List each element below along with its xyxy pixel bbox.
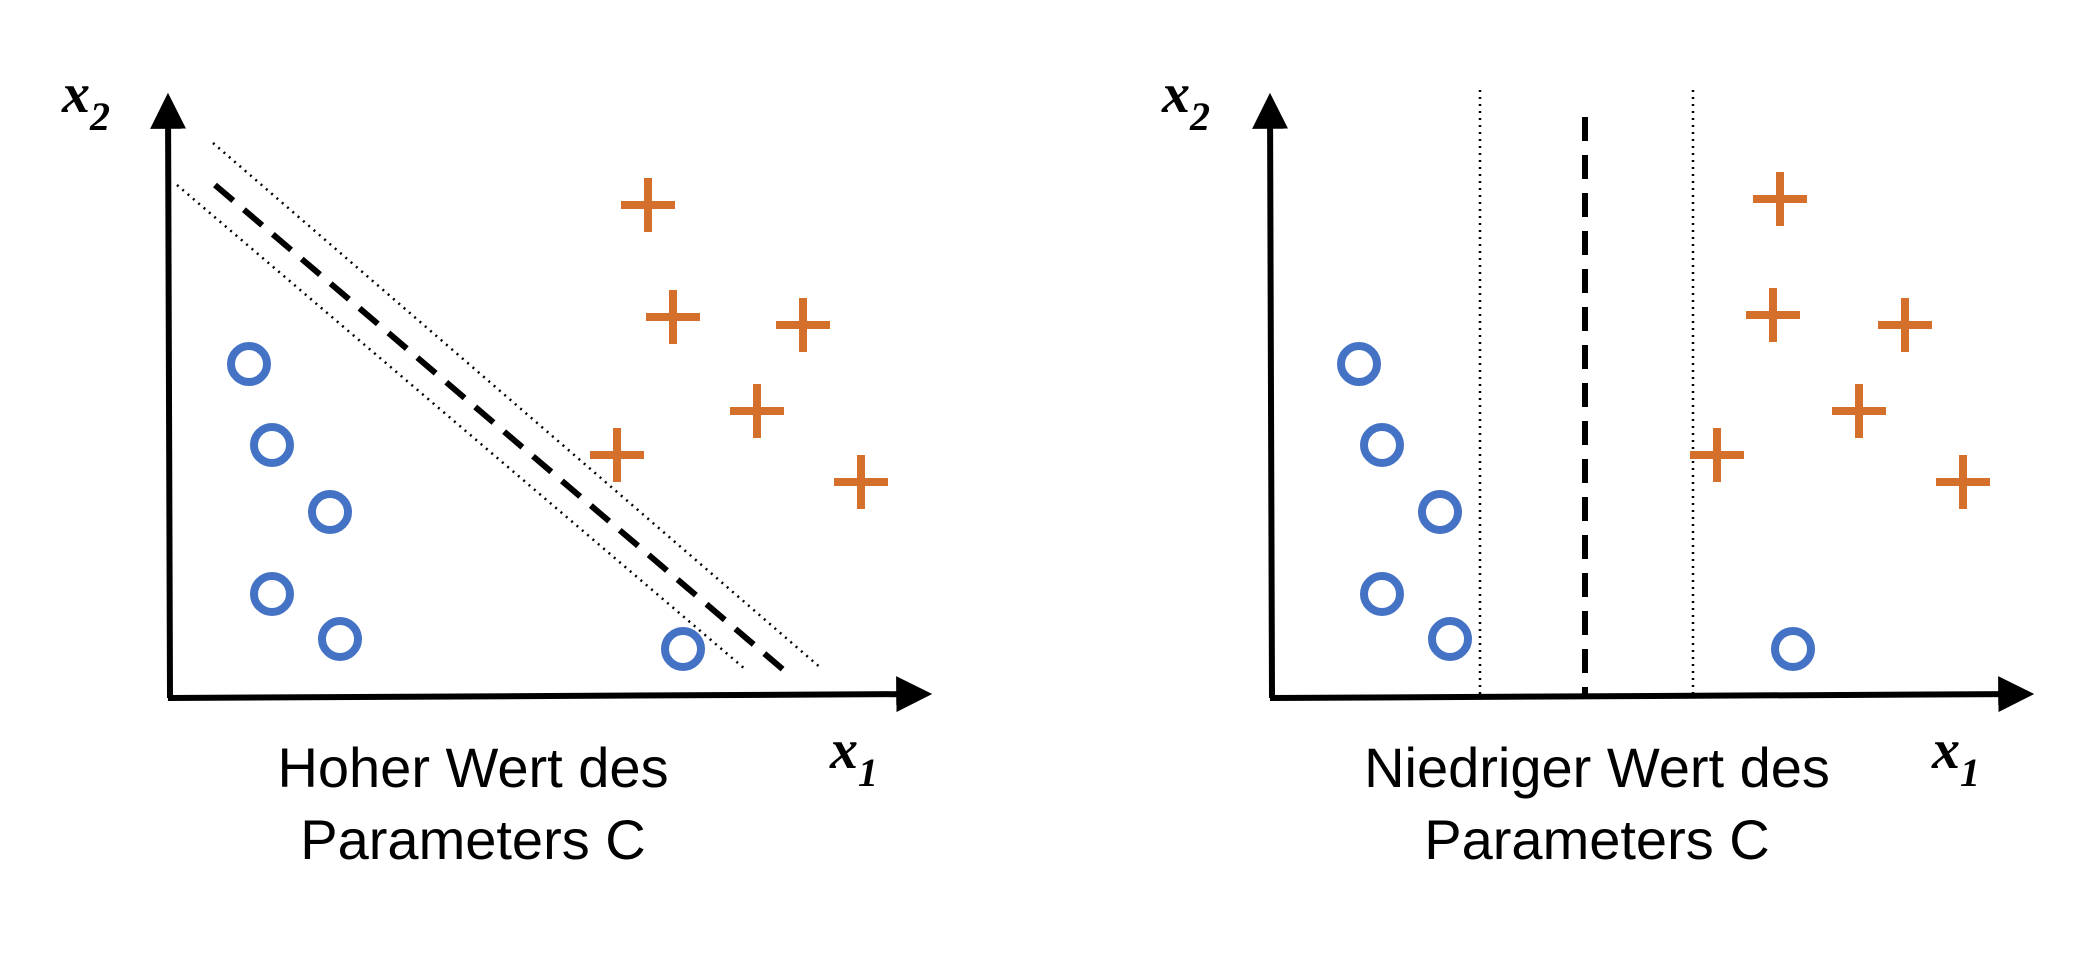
circle-point <box>308 490 352 534</box>
plus-point <box>834 455 888 509</box>
left-x-axis-label: x1 <box>829 719 878 795</box>
left-decision-boundary <box>213 182 795 681</box>
left-upper-margin-line <box>212 142 823 670</box>
circle-point <box>227 342 271 386</box>
right-y-axis-label: x2 <box>1161 63 1210 139</box>
plus-point <box>1878 298 1932 352</box>
plus-point <box>1746 288 1800 342</box>
left-x-axis <box>167 676 933 713</box>
left-circle-points <box>227 342 705 671</box>
plus-point <box>1690 428 1744 482</box>
circle-point <box>1428 617 1472 661</box>
right-x-axis <box>1269 676 2035 713</box>
left-y-axis <box>150 92 187 699</box>
right-x-axis-label: x1 <box>1931 719 1980 795</box>
left-panel: x2 x1 Hoher Wert des Parameters C <box>61 63 933 871</box>
left-plus-points <box>590 178 888 509</box>
left-caption-line2: Parameters C <box>300 808 645 871</box>
plus-point <box>776 298 830 352</box>
right-plus-points <box>1690 172 1990 509</box>
right-circle-points <box>1337 342 1815 671</box>
right-caption-line2: Parameters C <box>1424 808 1769 871</box>
circle-point <box>1360 572 1404 616</box>
circle-point <box>1337 342 1381 386</box>
left-y-axis-label: x2 <box>61 63 110 139</box>
plus-point <box>1753 172 1807 226</box>
plus-point <box>646 290 700 344</box>
plus-point <box>730 384 784 438</box>
circle-point <box>661 627 705 671</box>
right-panel: x2 x1 Niedriger Wert des Parameters C <box>1161 63 2035 871</box>
circle-point <box>1360 423 1404 467</box>
circle-point <box>1418 490 1462 534</box>
right-caption-line1: Niedriger Wert des <box>1364 736 1830 799</box>
plus-point <box>590 428 644 482</box>
circle-point <box>250 572 294 616</box>
right-y-axis <box>1252 92 1289 699</box>
plus-point <box>1832 384 1886 438</box>
circle-point <box>1771 627 1815 671</box>
circle-point <box>250 423 294 467</box>
left-caption-line1: Hoher Wert des <box>277 736 668 799</box>
plus-point <box>1936 455 1990 509</box>
plus-point <box>621 178 675 232</box>
circle-point <box>318 617 362 661</box>
